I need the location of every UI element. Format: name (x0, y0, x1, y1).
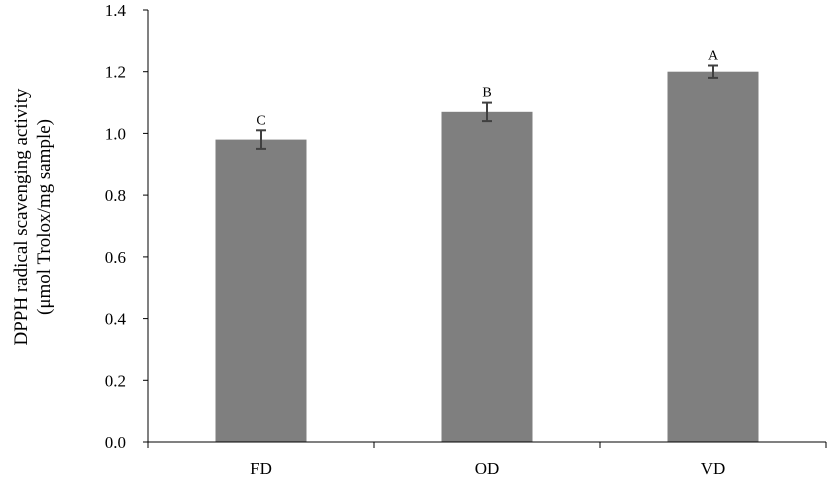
y-axis-title: DPPH radical scavenging activity (μmol T… (11, 88, 55, 345)
y-tick-label: 0.4 (105, 310, 127, 329)
axes-group (147, 10, 827, 448)
bars-group (215, 71, 759, 443)
significance-label-od: B (482, 86, 491, 101)
error-bar-fd (256, 129, 266, 150)
significance-label-fd: C (256, 113, 265, 128)
y-tick-label: 0.8 (105, 186, 126, 205)
bar-fd (215, 139, 307, 442)
y-axis-title-line-1: DPPH radical scavenging activity (11, 88, 32, 345)
x-tick-labels-group: FD OD VD (250, 459, 725, 478)
y-tick-label: 1.2 (105, 63, 126, 82)
error-bar-od (482, 101, 492, 123)
y-tick-label: 1.4 (105, 1, 127, 20)
error-bar-vd (708, 64, 718, 79)
x-tick-label-fd: FD (250, 459, 272, 478)
y-tick-label: 0.2 (105, 371, 126, 390)
bar-vd (667, 71, 759, 442)
x-tick-label-vd: VD (701, 459, 726, 478)
y-tick-label: 1.0 (105, 124, 126, 143)
y-tick-label: 0.0 (105, 433, 126, 452)
y-tick-label: 0.6 (105, 248, 126, 267)
x-tick-label-od: OD (475, 459, 500, 478)
significance-labels-group: C B A (256, 49, 719, 129)
y-axis-title-line-2: (μmol Trolox/mg sample) (34, 119, 55, 315)
y-ticks-group: 0.0 0.2 0.4 0.6 0.8 1.0 1.2 1.4 (105, 1, 148, 452)
significance-label-vd: A (708, 49, 719, 64)
error-bars-group (256, 64, 718, 150)
bar-od (441, 111, 533, 443)
